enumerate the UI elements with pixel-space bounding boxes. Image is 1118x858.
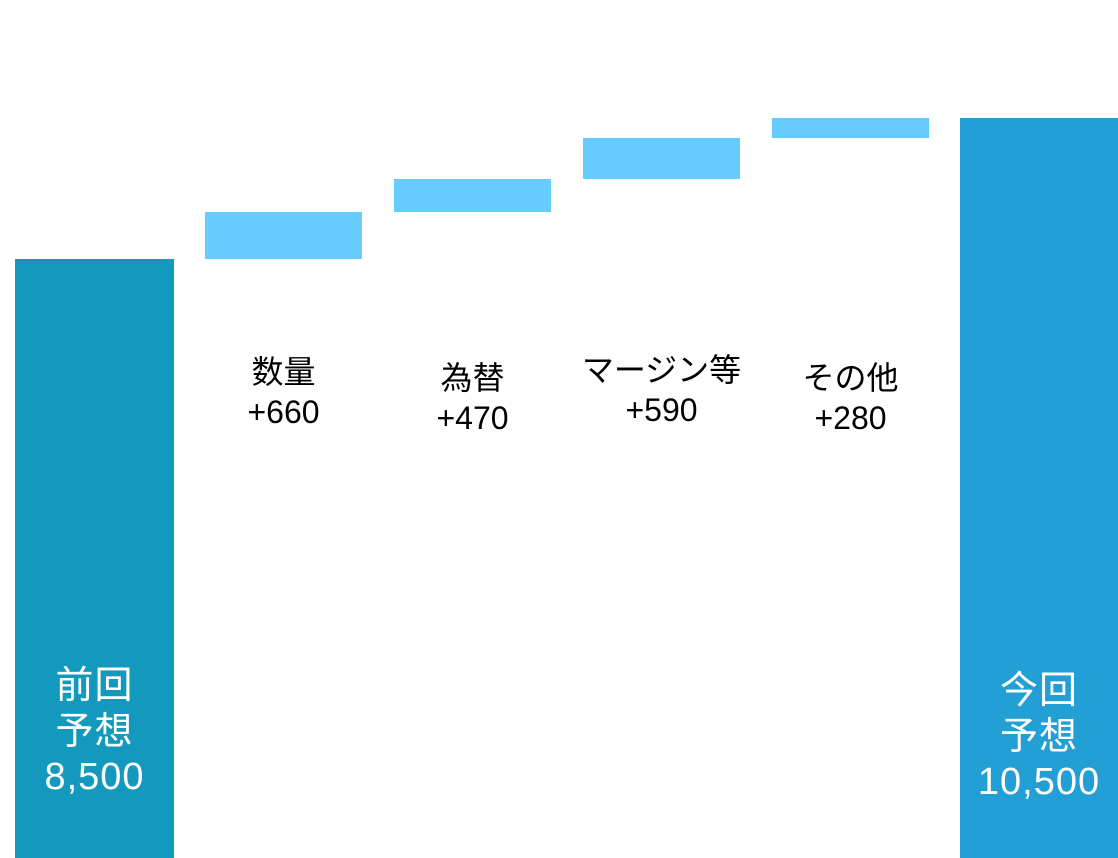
- previous-forecast-label-line2: 予想: [55, 709, 134, 753]
- bar-step-exchange: [394, 179, 551, 213]
- step-label-other: その他 +280: [761, 358, 941, 438]
- bar-current-forecast: [960, 118, 1118, 858]
- previous-forecast-label: 前回 予想 8,500: [15, 662, 174, 800]
- current-forecast-value: 10,500: [977, 761, 1101, 803]
- step-label-quantity: 数量 +660: [194, 352, 374, 432]
- current-forecast-label-line1: 今回: [999, 668, 1078, 712]
- current-forecast-label-line2: 予想: [999, 714, 1078, 758]
- previous-forecast-label-line1: 前回: [55, 663, 134, 707]
- step-value: +660: [247, 394, 320, 430]
- step-value: +280: [814, 400, 887, 436]
- step-name: 為替: [440, 359, 505, 397]
- step-name: その他: [802, 359, 899, 397]
- step-name: マージン等: [581, 351, 742, 389]
- bar-step-quantity: [205, 212, 362, 259]
- bar-step-margin: [583, 137, 740, 180]
- current-forecast-label: 今回 予想 10,500: [960, 667, 1118, 805]
- previous-forecast-value: 8,500: [44, 756, 145, 798]
- step-label-exchange: 為替 +470: [383, 358, 563, 438]
- step-label-margin: マージン等 +590: [572, 350, 752, 430]
- step-value: +590: [625, 392, 698, 428]
- step-value: +470: [436, 400, 509, 436]
- bar-previous-forecast: [15, 258, 174, 858]
- bar-step-other: [772, 118, 929, 138]
- step-name: 数量: [251, 353, 316, 391]
